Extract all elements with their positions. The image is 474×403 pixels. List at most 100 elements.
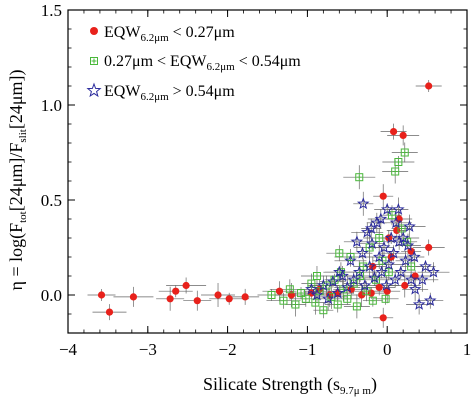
point-green-square [267,291,276,299]
point-red-circle [97,291,106,299]
point-green-square [381,294,390,303]
point-green-square [362,287,371,296]
point-blue-star [389,216,403,229]
point-green-square [285,285,294,294]
y-tick-label: 1.0 [41,96,62,115]
point-red-circle [367,289,375,297]
point-red-circle [275,287,284,295]
y-axis-title: η = log(Ftot[24μm]/Fslit[24μm]) [6,70,29,291]
point-blue-star [380,278,393,291]
point-green-square [352,302,361,311]
point-blue-star [401,238,415,251]
point-blue-star [392,202,405,215]
point-red-circle [358,291,366,299]
point-green-square [391,167,400,176]
point-green-square [301,294,310,303]
point-green-square [291,300,300,309]
point-blue-star [380,202,394,215]
y-tick-label: 1.5 [41,1,62,20]
point-blue-star [326,275,340,288]
point-blue-star [356,197,370,210]
point-blue-star [412,297,426,310]
data-points [97,82,440,322]
y-tick-label: 0.0 [41,286,62,305]
point-blue-star [356,246,369,259]
point-green-square [397,224,406,233]
x-axis-ticks: −4 −3 −2 −1 0 1 [59,10,471,359]
point-green-square [355,173,364,182]
point-blue-star [317,278,330,291]
point-blue-star [377,240,391,253]
point-red-circle [129,293,138,301]
x-axis-title: Silicate Strength (s9.7μ m) [203,374,377,397]
plot-frame [67,9,468,334]
point-red-circle [182,281,190,290]
point-blue-star [387,246,400,259]
point-blue-star [408,250,421,263]
point-green-square [335,249,344,258]
point-blue-star [358,278,372,291]
point-green-square [279,296,288,305]
point-green-square [333,300,342,309]
legend-marker-green-square [90,57,98,65]
point-red-circle [379,314,387,322]
point-green-square [384,268,393,277]
point-green-square [407,262,416,271]
point-green-square [387,211,396,220]
point-red-circle [401,281,409,290]
point-blue-star [388,273,402,286]
legend-marker-blue-star [86,82,102,98]
point-blue-star [347,273,360,286]
point-blue-star [363,259,376,272]
point-red-circle [375,283,383,291]
point-blue-star [305,282,318,295]
point-blue-star [382,257,396,270]
point-blue-star [416,273,429,286]
point-red-circle [225,295,233,303]
point-red-circle [166,295,174,303]
point-blue-star [374,212,388,225]
point-green-square [394,158,403,166]
point-blue-star [419,259,432,272]
point-red-circle [399,131,407,139]
point-red-circle [425,82,433,90]
point-red-circle [407,247,415,255]
point-red-circle [379,192,387,200]
point-blue-star [375,265,388,278]
point-green-square [311,298,320,307]
point-red-circle [241,293,249,301]
point-red-circle [425,243,433,252]
x-tick-label: −2 [219,340,237,359]
x-tick-label: 0 [383,340,392,359]
legend: EQW6.2μm < 0.27μm 0.27μm < EQW6.2μm < 0.… [86,24,301,103]
point-blue-star [352,265,366,278]
point-blue-star [384,231,398,244]
point-blue-star [333,265,346,278]
point-green-square [319,306,328,315]
y-tick-label: 0.5 [41,191,62,210]
point-blue-star [331,286,345,299]
x-tick-label: −4 [59,340,78,359]
legend-marker-red-circle [90,27,98,35]
point-blue-star [341,280,354,293]
point-blue-star [364,221,378,234]
point-blue-star [310,288,324,301]
point-red-circle [193,297,201,305]
point-blue-star [321,292,335,305]
point-blue-star [403,219,416,232]
point-blue-star [372,250,386,263]
point-red-circle [172,287,180,295]
point-blue-star [404,273,418,286]
point-blue-star [344,254,357,267]
point-blue-star [350,235,364,248]
point-green-square [359,262,368,271]
point-green-square [297,289,306,298]
point-blue-star [399,254,412,267]
point-red-circle [389,128,398,136]
y-axis-ticks: 0.0 0.5 1.0 1.5 [41,1,467,315]
point-green-square [343,294,352,303]
point-red-circle [105,308,114,316]
legend-label-3: EQW6.2μm > 0.54μm [104,83,235,103]
point-blue-star [392,235,406,248]
